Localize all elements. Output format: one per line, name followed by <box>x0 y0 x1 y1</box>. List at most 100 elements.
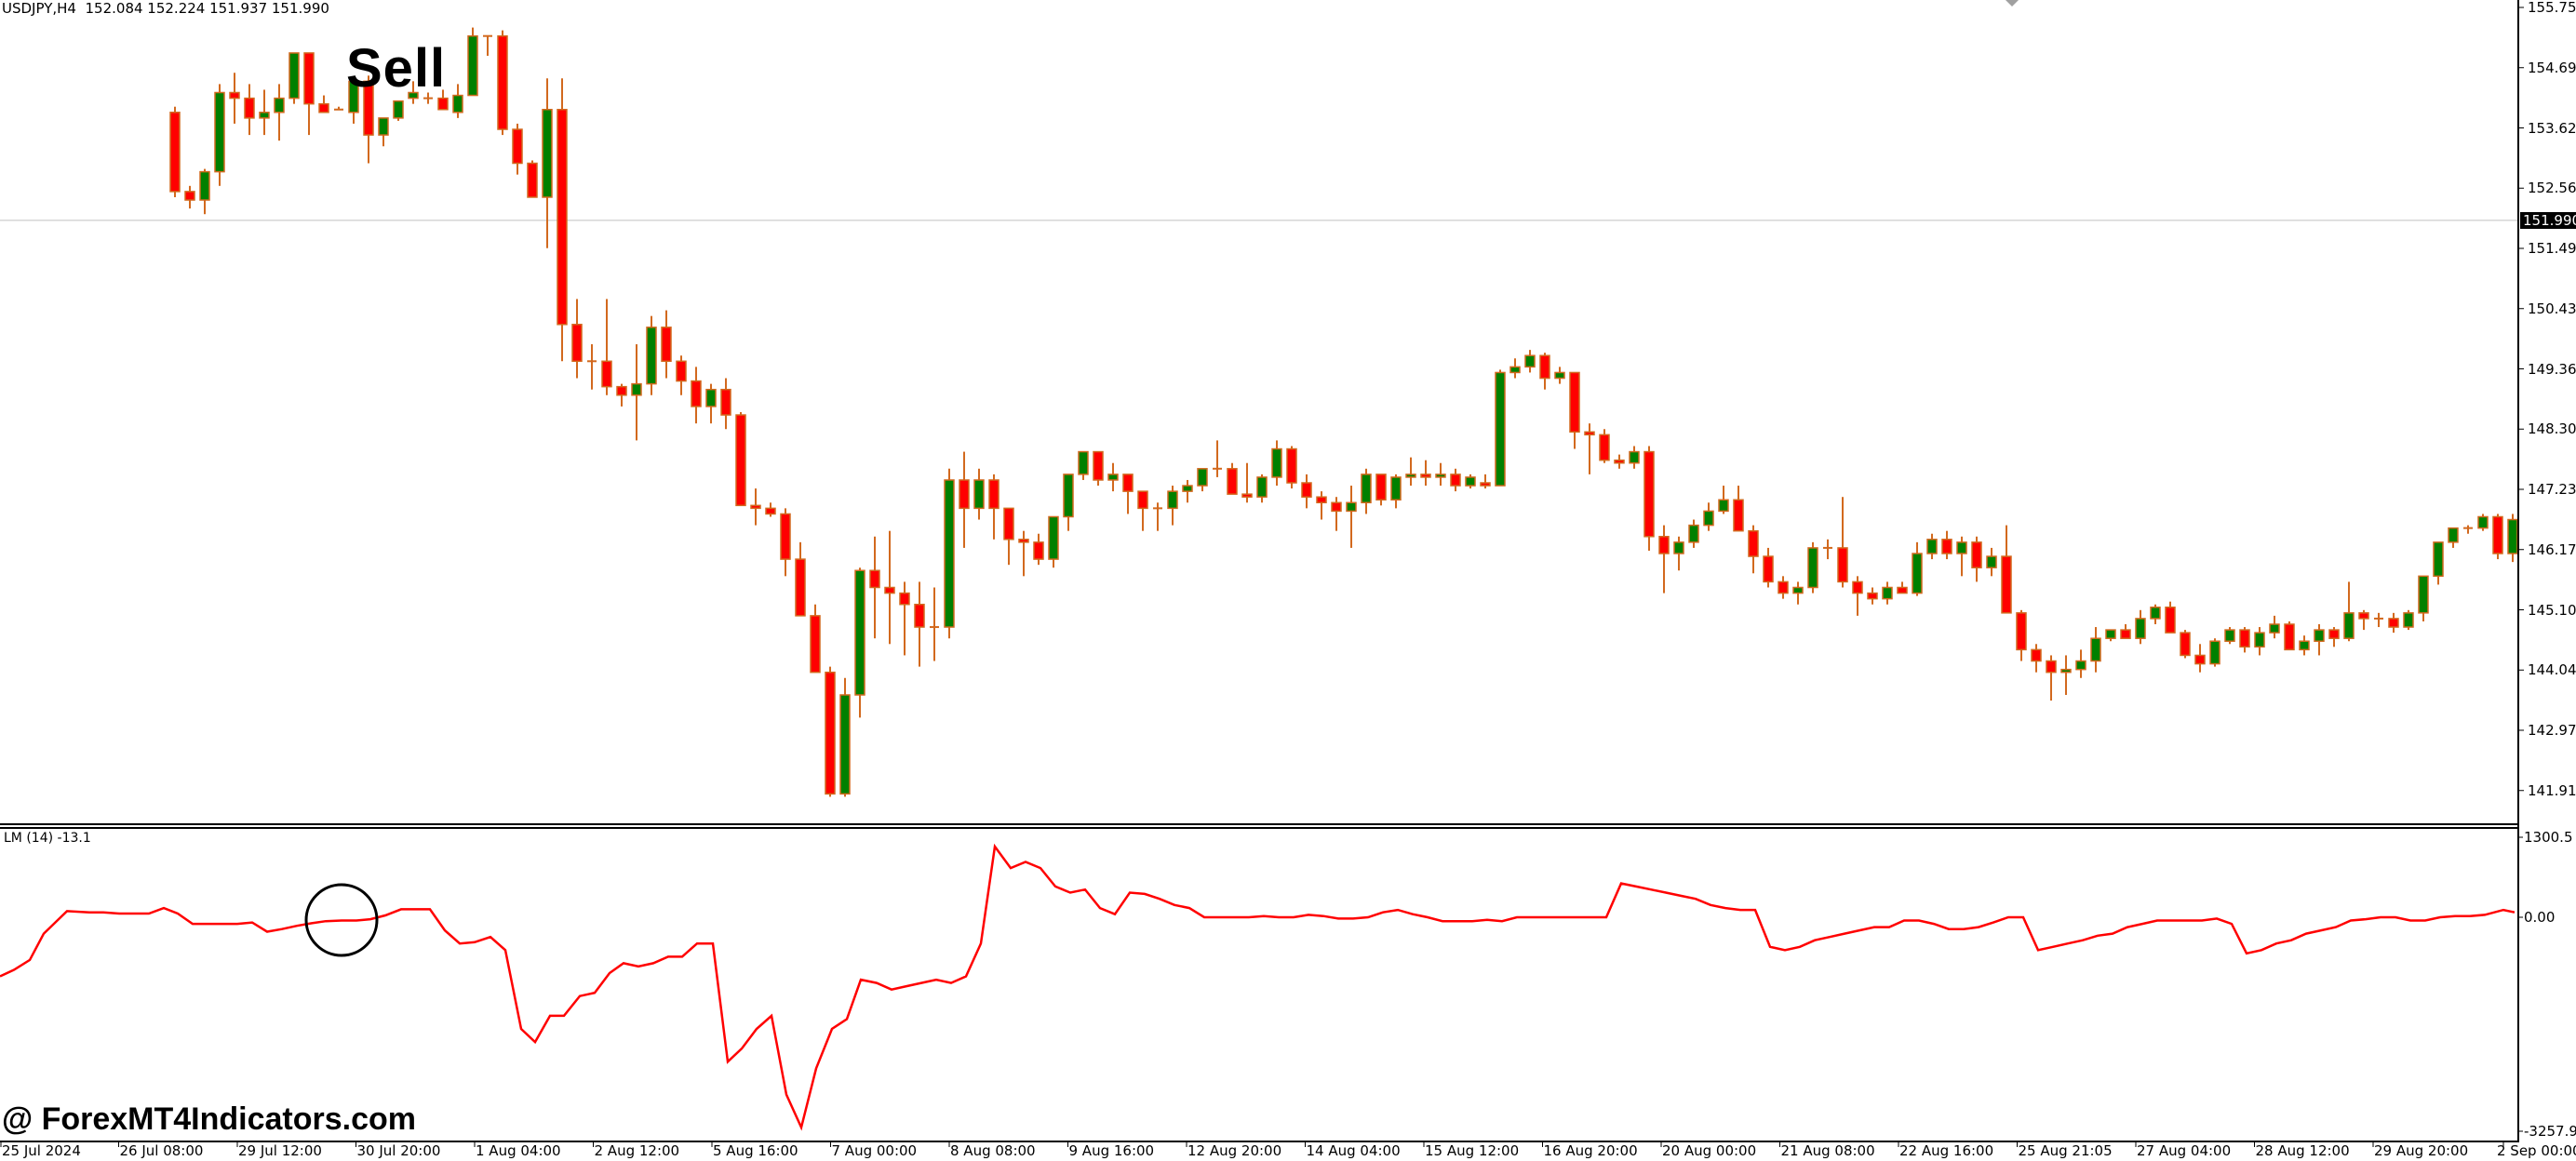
candle <box>1599 429 1610 463</box>
indicator-tick-label: -3257.9 <box>2524 1123 2576 1140</box>
candle <box>1495 369 1506 487</box>
candle <box>765 502 776 517</box>
chart-shift-marker-icon[interactable] <box>2006 0 2019 7</box>
candle <box>2224 627 2235 645</box>
candle <box>2284 621 2295 651</box>
candle <box>1703 502 1714 531</box>
candle <box>1956 536 1967 577</box>
time-tick-label: 28 Aug 12:00 <box>2255 1142 2350 1159</box>
price-tick-label: 155.755 <box>2528 0 2576 16</box>
candle <box>214 84 225 186</box>
candle <box>423 92 433 104</box>
candle <box>1078 450 1089 480</box>
candle <box>2269 615 2280 639</box>
candle <box>2239 627 2250 653</box>
candle <box>571 299 583 379</box>
candle <box>1778 576 1789 599</box>
candlestick-series <box>169 27 2518 797</box>
candle <box>1390 474 1402 509</box>
candle <box>542 78 553 248</box>
time-tick-label: 25 Jul 2024 <box>2 1142 81 1159</box>
candle <box>1167 486 1178 526</box>
candle <box>705 383 717 424</box>
time-tick-label: 8 Aug 08:00 <box>950 1142 1036 1159</box>
candle <box>587 344 597 390</box>
candle <box>2418 575 2429 621</box>
candle <box>1718 486 1729 514</box>
candle <box>527 160 538 198</box>
candle <box>467 27 478 97</box>
candle <box>437 89 449 111</box>
candle <box>1912 541 1923 596</box>
candle <box>2165 601 2176 634</box>
candle <box>259 89 270 136</box>
candle <box>1986 547 1997 577</box>
axis-ticks <box>0 7 2524 1147</box>
candle <box>869 536 880 639</box>
candle <box>839 677 851 797</box>
indicator-title: LM (14) -13.1 <box>4 831 91 846</box>
candle <box>1033 533 1044 566</box>
candle <box>735 412 746 507</box>
candle <box>2180 630 2191 659</box>
candle <box>1852 576 1863 616</box>
candle <box>1554 367 1565 384</box>
candle <box>244 84 255 136</box>
candle <box>1763 547 1774 588</box>
candle <box>1213 440 1222 477</box>
current-price-tag: 151.990 <box>2520 212 2576 229</box>
candle <box>483 34 492 56</box>
candle <box>1792 581 1804 605</box>
candle <box>1823 539 1832 560</box>
time-tick-label: 16 Aug 20:00 <box>1543 1142 1638 1159</box>
candle <box>1644 446 1655 551</box>
candle <box>1465 474 1476 489</box>
price-tick-label: 150.430 <box>2528 300 2576 317</box>
candle <box>1197 468 1208 492</box>
candle <box>899 581 910 656</box>
candle <box>676 355 687 395</box>
candle <box>2254 627 2265 656</box>
indicator-tick-label: 1300.5 <box>2524 829 2573 846</box>
candle <box>288 52 300 104</box>
candle <box>1748 525 1759 574</box>
candle <box>1405 457 1416 487</box>
candle <box>1807 541 1818 594</box>
candle <box>1003 507 1014 566</box>
indicator-tick-label: 0.00 <box>2524 909 2556 926</box>
candle <box>2374 612 2383 628</box>
price-tick-label: 142.975 <box>2528 722 2576 739</box>
time-tick-label: 29 Aug 20:00 <box>2374 1142 2469 1159</box>
indicator-line <box>0 843 2516 1131</box>
candle <box>1524 350 1536 373</box>
candle <box>1018 530 1029 577</box>
candle <box>1271 440 1282 487</box>
watermark: @ ForexMT4Indicators.com <box>2 1101 417 1137</box>
price-tick-label: 146.170 <box>2528 540 2576 558</box>
candle <box>1420 460 1431 487</box>
candle <box>1584 423 1595 474</box>
candle <box>720 378 731 430</box>
candle <box>2031 644 2042 673</box>
candle <box>1048 515 1059 568</box>
candle <box>2492 514 2503 560</box>
candle <box>1569 371 1580 449</box>
sell-signal-circle <box>304 883 379 957</box>
candle <box>2046 655 2057 701</box>
candle <box>184 185 195 209</box>
candle <box>303 52 315 136</box>
candle <box>1867 587 1878 605</box>
time-tick-label: 30 Jul 20:00 <box>356 1142 441 1159</box>
candle <box>988 474 1000 540</box>
candle <box>1539 353 1550 390</box>
candle <box>2388 612 2399 634</box>
candle <box>1093 450 1104 487</box>
price-tick-label: 144.040 <box>2528 661 2576 679</box>
candle <box>661 310 672 379</box>
candle <box>914 581 925 667</box>
candle <box>795 541 806 617</box>
candle <box>497 30 508 136</box>
ohlc-values: 152.084 152.224 151.937 151.990 <box>85 0 329 17</box>
candle <box>2150 604 2161 625</box>
